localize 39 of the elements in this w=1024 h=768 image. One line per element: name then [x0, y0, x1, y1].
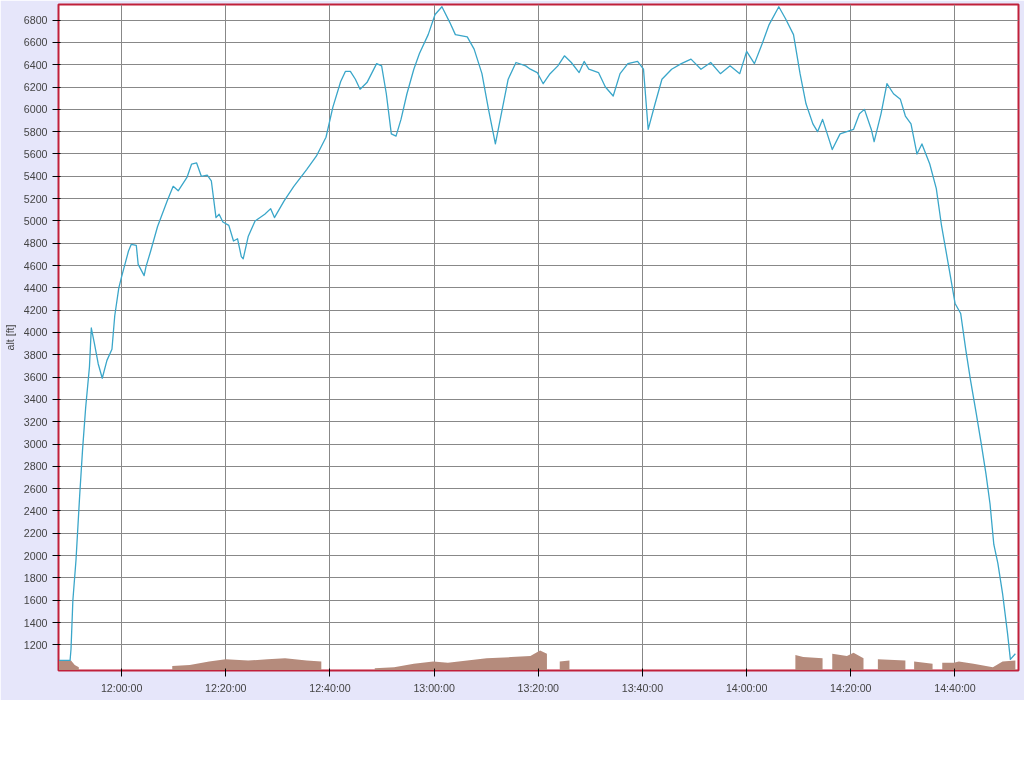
- y-tick-label: 6600: [23, 36, 48, 49]
- y-tick-label: 1200: [23, 638, 48, 651]
- y-tick-label: 5800: [23, 125, 48, 138]
- y-tick-label: 4000: [23, 326, 48, 339]
- y-tick-label: 2600: [23, 482, 48, 495]
- y-tick-label: 2800: [23, 460, 48, 473]
- y-tick-label: 4800: [23, 237, 48, 250]
- y-tick-label: 6800: [23, 14, 48, 27]
- y-tick-label: 3600: [23, 371, 48, 384]
- x-tick-label: 14:40:00: [934, 681, 976, 694]
- y-tick-label: 6000: [23, 103, 48, 116]
- y-tick-label: 1400: [23, 616, 48, 629]
- y-tick-label: 3200: [23, 415, 48, 428]
- y-tick-label: 5400: [23, 170, 48, 183]
- y-tick-label: 5000: [23, 214, 48, 227]
- y-tick-label: 5200: [23, 192, 48, 205]
- x-tick-label: 13:20:00: [517, 681, 560, 694]
- y-tick-label: 1800: [23, 571, 48, 584]
- y-tick-label: 6400: [23, 58, 48, 71]
- y-tick-label: 5600: [23, 147, 48, 160]
- x-tick-label: 13:00:00: [413, 681, 455, 694]
- x-tick-label: 14:20:00: [830, 681, 872, 694]
- y-tick-label: 2000: [23, 549, 48, 562]
- x-tick-label: 13:40:00: [621, 681, 664, 694]
- y-tick-label: 4600: [23, 259, 48, 272]
- y-tick-label: 4400: [23, 281, 48, 294]
- y-tick-label: 3000: [23, 438, 48, 451]
- x-tick-label: 12:00:00: [100, 681, 143, 694]
- y-tick-label: 2400: [23, 504, 48, 517]
- y-tick-label: 4200: [23, 304, 48, 317]
- x-tick-label: 12:20:00: [205, 681, 247, 694]
- y-axis-title: alt [ft]: [3, 324, 16, 351]
- y-tick-label: 3800: [23, 348, 48, 361]
- y-tick-label: 6200: [23, 81, 48, 94]
- y-tick-label: 3400: [23, 393, 48, 406]
- x-tick-label: 12:40:00: [309, 681, 351, 694]
- x-tick-label: 14:00:00: [725, 681, 768, 694]
- y-tick-label: 1600: [23, 594, 48, 607]
- y-tick-label: 2200: [23, 527, 48, 540]
